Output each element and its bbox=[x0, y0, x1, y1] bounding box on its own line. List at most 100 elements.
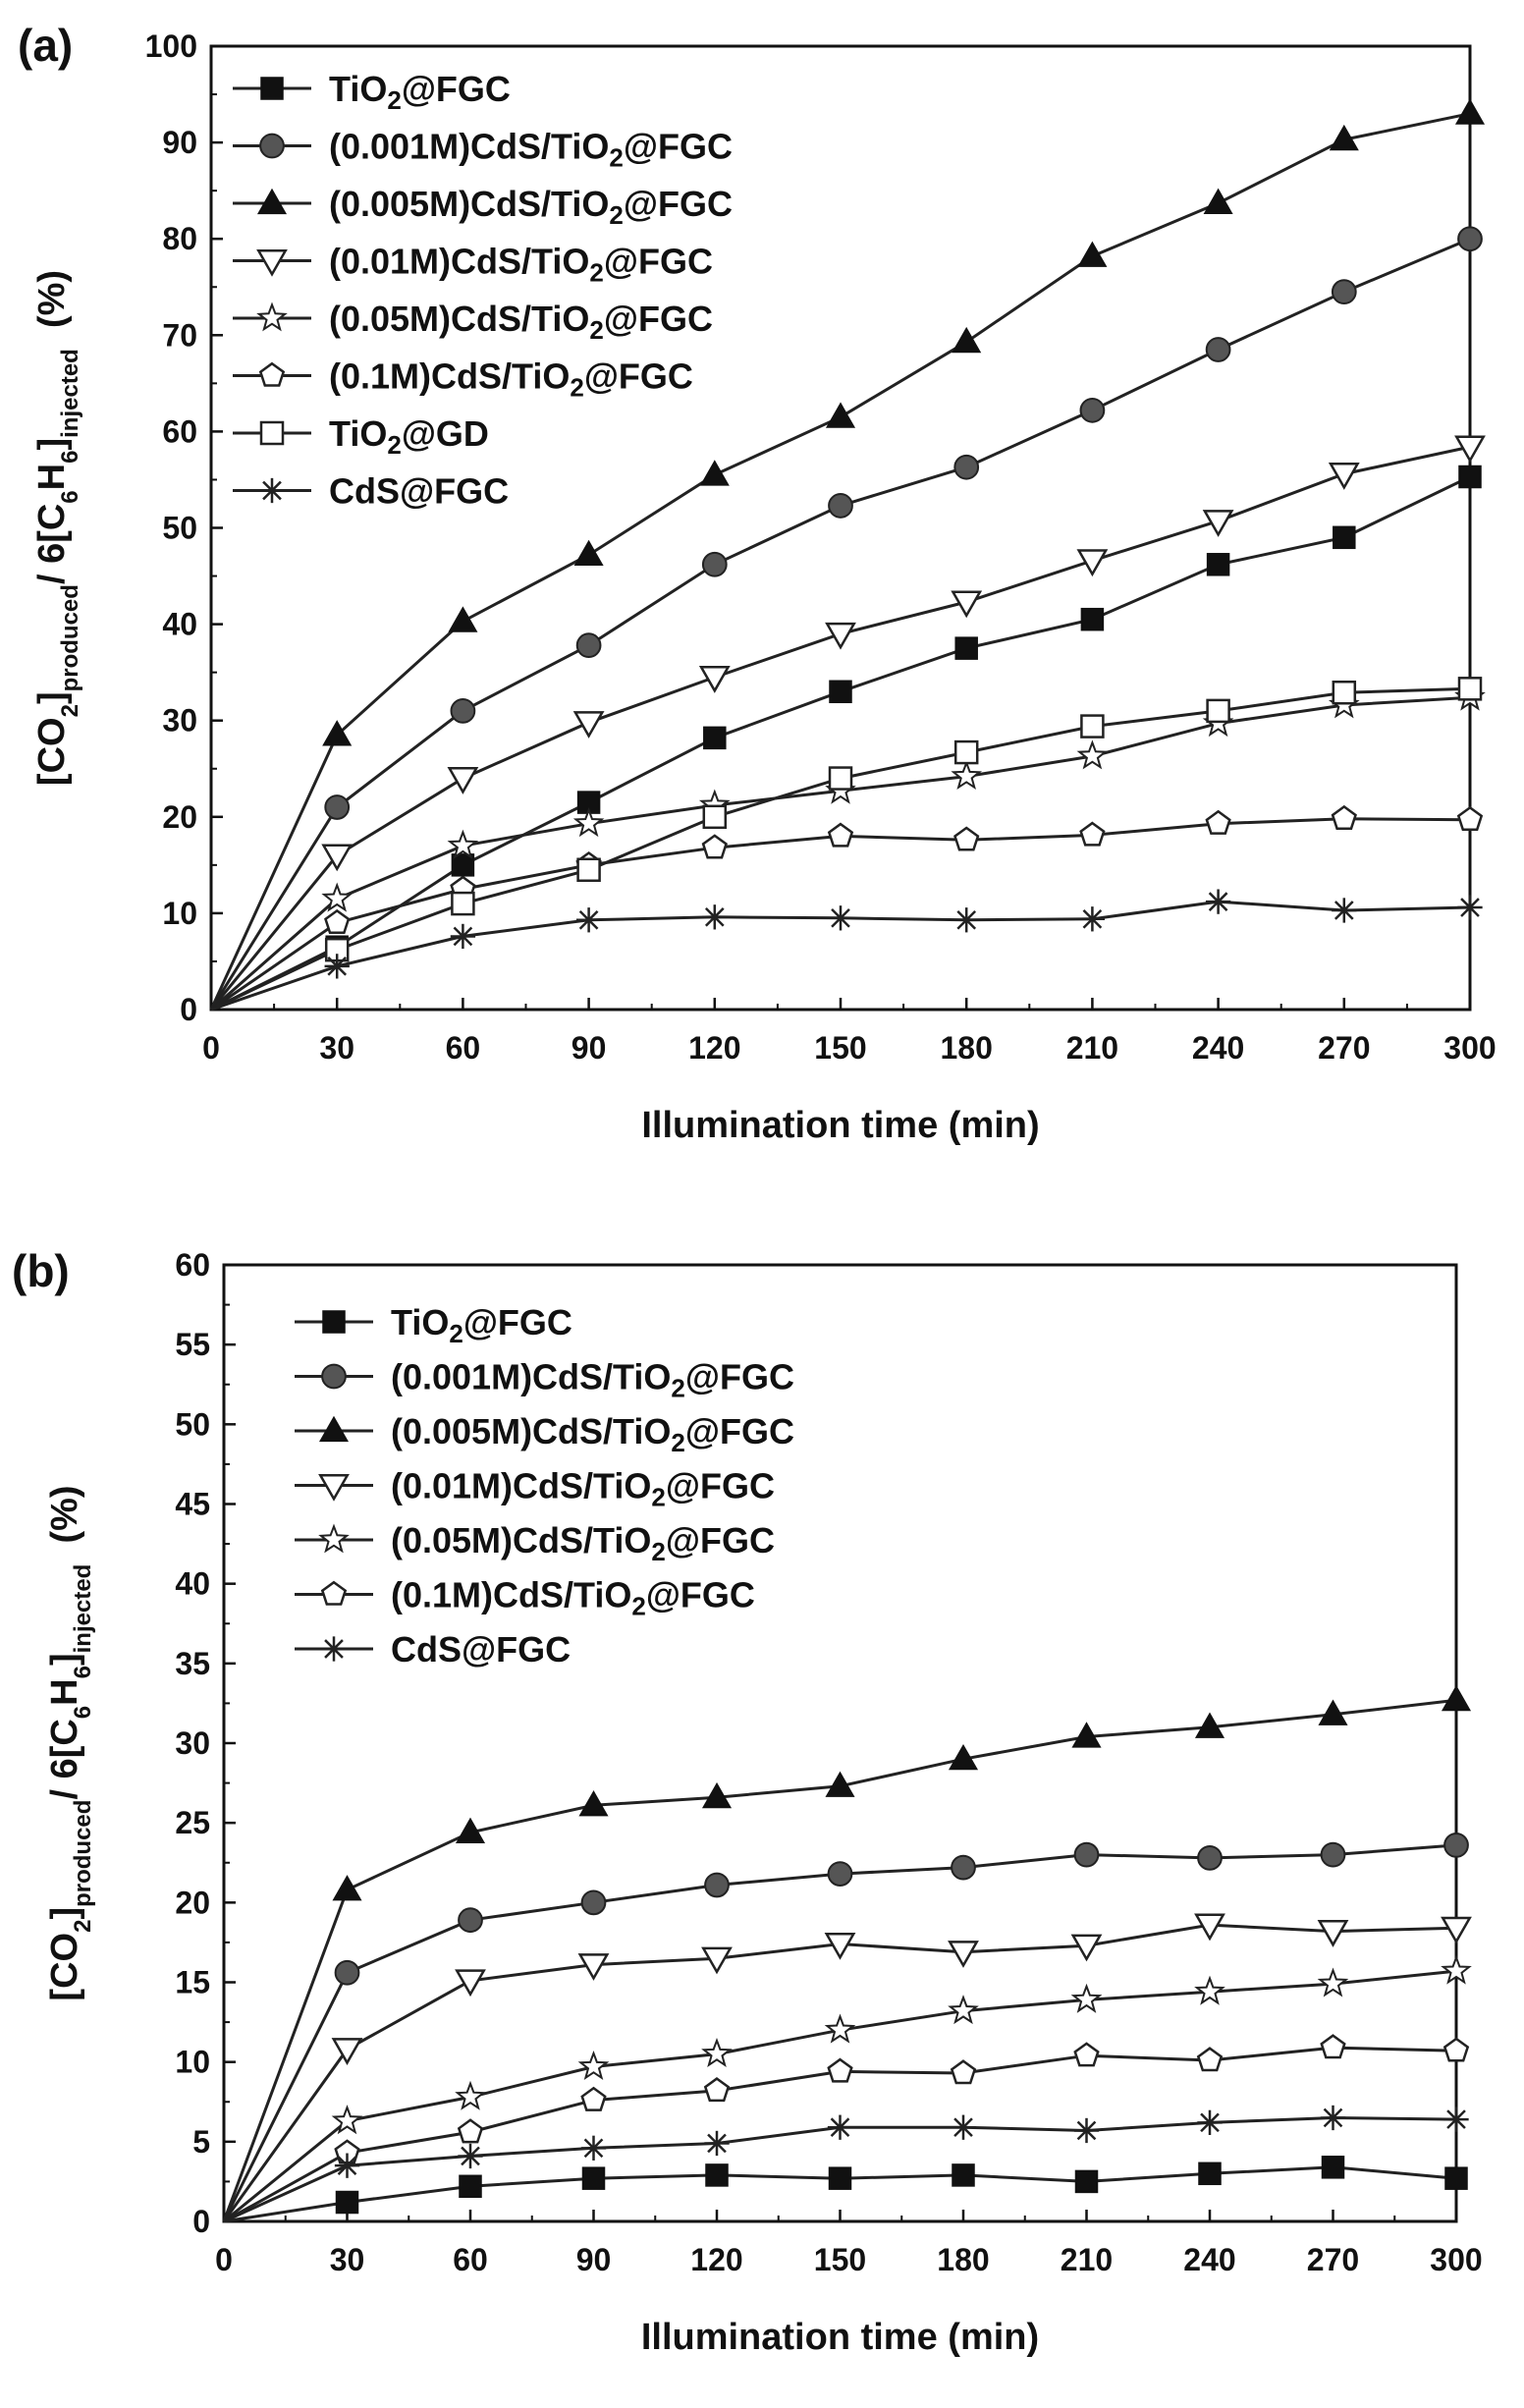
b-data-point-0-1m-cds-tio2-fgc bbox=[827, 2057, 853, 2083]
b-data-point-0-05m-cds-tio2-fgc bbox=[331, 2105, 363, 2135]
a-legend: TiO2@FGC (0.001M)CdS/TiO2@FGC (0.005M)CdS/… bbox=[233, 69, 733, 512]
b-data-point-cds-fgc bbox=[1443, 2107, 1469, 2132]
a-legend-item: (0.001M)CdS/TiO2@FGC bbox=[233, 127, 733, 173]
a-data-point-0-1m-cds-tio2-fgc bbox=[701, 834, 728, 859]
b-data-point-0-01m-cds-tio2-fgc bbox=[331, 2038, 363, 2065]
b-panel-label: (b) bbox=[12, 1245, 70, 1296]
a-legend-item: (0.05M)CdS/TiO2@FGC bbox=[233, 299, 713, 345]
a-data-point-0-05m-cds-tio2-fgc bbox=[1076, 739, 1109, 770]
a-data-point-0-005m-cds-tio2-fgc bbox=[952, 326, 982, 354]
a-legend-item: (0.1M)CdS/TiO2@FGC bbox=[233, 356, 693, 403]
a-series-cds-fgc bbox=[210, 889, 1483, 1012]
b-y-tick-label: 0 bbox=[192, 2204, 210, 2239]
a-legend-marker-0-05m-cds-tio2-fgc bbox=[256, 301, 288, 332]
b-series-0-005m-cds-tio2-fgc bbox=[222, 1684, 1472, 2222]
a-data-point-cds-fgc bbox=[828, 905, 853, 931]
a-data-point-0-01m-cds-tio2-fgc bbox=[321, 844, 354, 872]
a-x-tick-label: 0 bbox=[202, 1030, 220, 1066]
a-panel-label: (a) bbox=[18, 20, 73, 71]
a-data-point-tio2-gd bbox=[1332, 681, 1357, 705]
a-data-point-0-01m-cds-tio2-fgc bbox=[825, 622, 856, 650]
b-legend-label: (0.05M)CdS/TiO2@FGC bbox=[391, 1520, 775, 1566]
b-y-tick-label: 20 bbox=[175, 1885, 210, 1920]
a-data-point-tio2-fgc bbox=[954, 636, 978, 660]
a-series-line-0-05m-cds-tio2-fgc bbox=[210, 695, 1471, 1012]
a-y-tick-label: 90 bbox=[162, 125, 197, 160]
chart-panel-a: 0 30 60 90 120 150 180 210 240 270 300 0 10 20 30 40 50 6… bbox=[18, 20, 1497, 1146]
b-data-point-cds-fgc bbox=[1073, 2117, 1100, 2144]
a-data-point-cds-fgc bbox=[702, 904, 728, 930]
a-data-point-0-05m-cds-tio2-fgc bbox=[447, 829, 479, 859]
b-data-point-0-005m-cds-tio2-fgc bbox=[455, 1817, 486, 1843]
b-data-point-0-1m-cds-tio2-fgc bbox=[1073, 2042, 1100, 2067]
a-data-point-0-01m-cds-tio2-fgc bbox=[698, 665, 731, 693]
b-data-point-tio2-fgc bbox=[952, 2163, 975, 2187]
b-legend: TiO2@FGC (0.001M)CdS/TiO2@FGC (0.005M)CdS/… bbox=[295, 1302, 794, 1669]
b-legend-label: (0.001M)CdS/TiO2@FGC bbox=[391, 1357, 794, 1403]
b-legend-marker-0-05m-cds-tio2-fgc bbox=[318, 1523, 350, 1554]
b-data-point-0-005m-cds-tio2-fgc bbox=[1071, 1722, 1102, 1748]
a-x-tick-label: 300 bbox=[1443, 1030, 1496, 1066]
a-x-tick-label: 120 bbox=[688, 1030, 740, 1066]
a-data-point-tio2-gd bbox=[1457, 677, 1483, 701]
b-data-point-0-05m-cds-tio2-fgc bbox=[824, 2013, 856, 2044]
b-data-point-0-001m-cds-tio2-fgc bbox=[458, 1907, 483, 1934]
b-legend-item: CdS@FGC bbox=[295, 1629, 571, 1669]
b-y-tick-label: 60 bbox=[175, 1247, 210, 1283]
b-y-tick-label: 50 bbox=[175, 1406, 210, 1442]
b-legend-marker-cds-fgc bbox=[321, 1636, 347, 1662]
a-series-line-tio2-gd bbox=[210, 686, 1471, 1012]
b-data-point-0-1m-cds-tio2-fgc bbox=[1196, 2047, 1224, 2072]
a-data-point-0-005m-cds-tio2-fgc bbox=[1077, 241, 1108, 267]
b-data-point-cds-fgc bbox=[704, 2130, 730, 2157]
a-data-point-tio2-fgc bbox=[1333, 525, 1356, 550]
b-legend-label: (0.01M)CdS/TiO2@FGC bbox=[391, 1466, 775, 1512]
b-x-axis-title: Illumination time (min) bbox=[641, 2317, 1039, 2358]
a-data-point-0-05m-cds-tio2-fgc bbox=[321, 882, 354, 912]
b-data-point-0-01m-cds-tio2-fgc bbox=[1194, 1913, 1225, 1942]
b-data-point-0-001m-cds-tio2-fgc bbox=[580, 1889, 607, 1916]
b-data-point-0-001m-cds-tio2-fgc bbox=[1443, 1833, 1469, 1858]
b-data-point-0-001m-cds-tio2-fgc bbox=[951, 1854, 976, 1881]
a-series-0-001m-cds-tio2-fgc bbox=[209, 226, 1483, 1011]
a-legend-label: TiO2@FGC bbox=[329, 69, 511, 115]
b-data-point-cds-fgc bbox=[458, 2143, 483, 2169]
a-legend-label: CdS@FGC bbox=[329, 471, 509, 512]
a-data-point-tio2-fgc bbox=[1458, 465, 1482, 489]
a-legend-marker-tio2-fgc bbox=[260, 77, 284, 100]
a-legend-item: TiO2@GD bbox=[233, 413, 489, 460]
b-data-point-0-05m-cds-tio2-fgc bbox=[701, 2037, 733, 2068]
b-data-point-cds-fgc bbox=[951, 2114, 976, 2140]
a-legend-item: (0.005M)CdS/TiO2@FGC bbox=[233, 184, 733, 230]
a-data-point-0-001m-cds-tio2-fgc bbox=[828, 493, 853, 519]
a-y-tick-label: 10 bbox=[162, 896, 197, 931]
b-data-point-0-001m-cds-tio2-fgc bbox=[704, 1872, 730, 1898]
b-data-point-cds-fgc bbox=[827, 2114, 853, 2140]
a-y-tick-label: 20 bbox=[162, 799, 197, 835]
a-y-tick-label: 60 bbox=[162, 413, 197, 449]
b-data-point-0-1m-cds-tio2-fgc bbox=[580, 2086, 607, 2111]
b-series-0-05m-cds-tio2-fgc bbox=[223, 1954, 1472, 2223]
b-series-0-1m-cds-tio2-fgc bbox=[223, 2034, 1470, 2223]
a-data-point-cds-fgc bbox=[450, 923, 476, 950]
a-data-point-cds-fgc bbox=[953, 907, 979, 933]
b-legend-item: (0.001M)CdS/TiO2@FGC bbox=[295, 1357, 794, 1403]
a-y-axis-title: [CO2]produced/ 6[C6H6]injected (%) bbox=[31, 270, 83, 786]
b-data-point-0-1m-cds-tio2-fgc bbox=[1320, 2034, 1346, 2059]
b-data-point-0-05m-cds-tio2-fgc bbox=[1194, 1975, 1225, 2005]
b-data-point-tio2-fgc bbox=[1444, 2166, 1468, 2190]
a-y-tick-label: 70 bbox=[162, 317, 197, 353]
a-data-point-0-005m-cds-tio2-fgc bbox=[1203, 188, 1233, 214]
b-legend-label: (0.005M)CdS/TiO2@FGC bbox=[391, 1411, 794, 1457]
b-data-point-0-001m-cds-tio2-fgc bbox=[827, 1861, 853, 1887]
a-series-0-01m-cds-tio2-fgc bbox=[209, 435, 1486, 1011]
b-legend-label: (0.1M)CdS/TiO2@FGC bbox=[391, 1575, 755, 1621]
b-legend-marker-0-001m-cds-tio2-fgc bbox=[321, 1363, 347, 1390]
a-y-tick-label: 30 bbox=[162, 703, 197, 739]
b-legend-marker-0-1m-cds-tio2-fgc bbox=[320, 1580, 348, 1606]
a-data-point-0-1m-cds-tio2-fgc bbox=[324, 908, 351, 934]
b-series-tio2-fgc bbox=[223, 2156, 1468, 2223]
a-data-point-0-001m-cds-tio2-fgc bbox=[1331, 279, 1357, 305]
b-legend-marker-tio2-fgc bbox=[322, 1310, 346, 1334]
a-x-tick-label: 210 bbox=[1066, 1030, 1118, 1066]
